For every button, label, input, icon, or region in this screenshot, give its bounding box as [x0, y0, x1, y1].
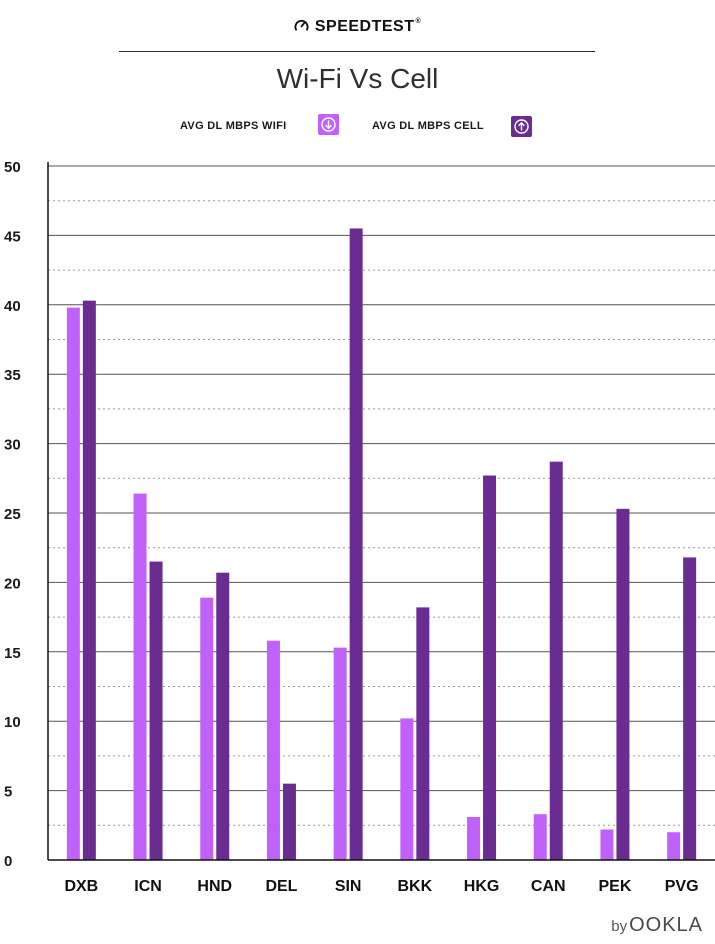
- y-tick-label: 10: [4, 714, 21, 731]
- y-tick-label: 20: [4, 575, 21, 592]
- x-tick-label: DXB: [64, 878, 98, 895]
- x-tick-label: PVG: [665, 878, 699, 895]
- x-tick-label: SIN: [335, 878, 362, 895]
- bar-wifi-dxb: [66, 307, 80, 860]
- y-tick-label: 25: [4, 506, 21, 523]
- y-tick-label: 30: [4, 437, 21, 454]
- bar-cell-sin: [349, 228, 363, 860]
- x-tick-label: PEK: [598, 878, 631, 895]
- bar-cell-pek: [616, 508, 630, 860]
- legend-swatch-cell: [511, 116, 532, 137]
- bar-wifi-hkg: [467, 816, 481, 860]
- bar-wifi-sin: [333, 647, 347, 860]
- legend-label-wifi: AVG DL MBPS WIFI: [180, 120, 287, 132]
- ookla-wordmark: OOKLA: [629, 914, 703, 936]
- brand-divider: [119, 51, 595, 52]
- x-tick-label: ICN: [134, 878, 162, 895]
- bar-wifi-bkk: [400, 718, 414, 860]
- speedometer-icon: [294, 20, 309, 31]
- x-tick-label: DEL: [265, 878, 297, 895]
- y-tick-label: 40: [4, 298, 21, 315]
- x-tick-label: HND: [197, 878, 232, 895]
- chart-legend: AVG DL MBPS WIFI AVG DL MBPS CELL: [0, 112, 715, 142]
- bar-cell-can: [549, 461, 563, 860]
- x-tick-label: CAN: [531, 878, 566, 895]
- bar-wifi-pvg: [667, 832, 681, 860]
- x-tick-label: BKK: [398, 878, 433, 895]
- bar-wifi-hnd: [200, 597, 214, 860]
- speedtest-brand-text: SPEEDTEST: [314, 18, 415, 35]
- registered-mark: ®: [415, 18, 422, 25]
- y-tick-label: 5: [4, 784, 12, 801]
- y-tick-label: 45: [4, 228, 21, 245]
- download-arrow-icon: [318, 114, 339, 135]
- bar-cell-dxb: [82, 300, 96, 860]
- x-tick-label: HKG: [464, 878, 500, 895]
- y-tick-label: 35: [4, 367, 21, 384]
- y-tick-label: 0: [4, 853, 12, 870]
- bar-wifi-del: [266, 640, 280, 860]
- ookla-logo: by OOKLA: [611, 914, 703, 937]
- bar-cell-icn: [149, 561, 163, 860]
- bar-cell-pvg: [683, 557, 697, 860]
- bar-cell-del: [282, 783, 296, 860]
- legend-swatch-wifi: [318, 114, 339, 135]
- bar-wifi-can: [533, 814, 547, 860]
- bar-wifi-icn: [133, 493, 147, 860]
- speedtest-brand: SPEEDTEST®: [0, 18, 715, 36]
- upload-arrow-icon: [511, 116, 532, 137]
- bar-cell-hkg: [483, 475, 497, 860]
- bar-cell-bkk: [416, 607, 430, 860]
- y-tick-label: 15: [4, 645, 21, 662]
- y-tick-label: 50: [4, 159, 21, 176]
- chart-title: Wi-Fi Vs Cell: [276, 63, 439, 94]
- by-label: by: [611, 918, 628, 935]
- legend-label-cell: AVG DL MBPS CELL: [372, 120, 484, 132]
- bar-wifi-pek: [600, 829, 614, 860]
- bar-cell-hnd: [216, 572, 230, 860]
